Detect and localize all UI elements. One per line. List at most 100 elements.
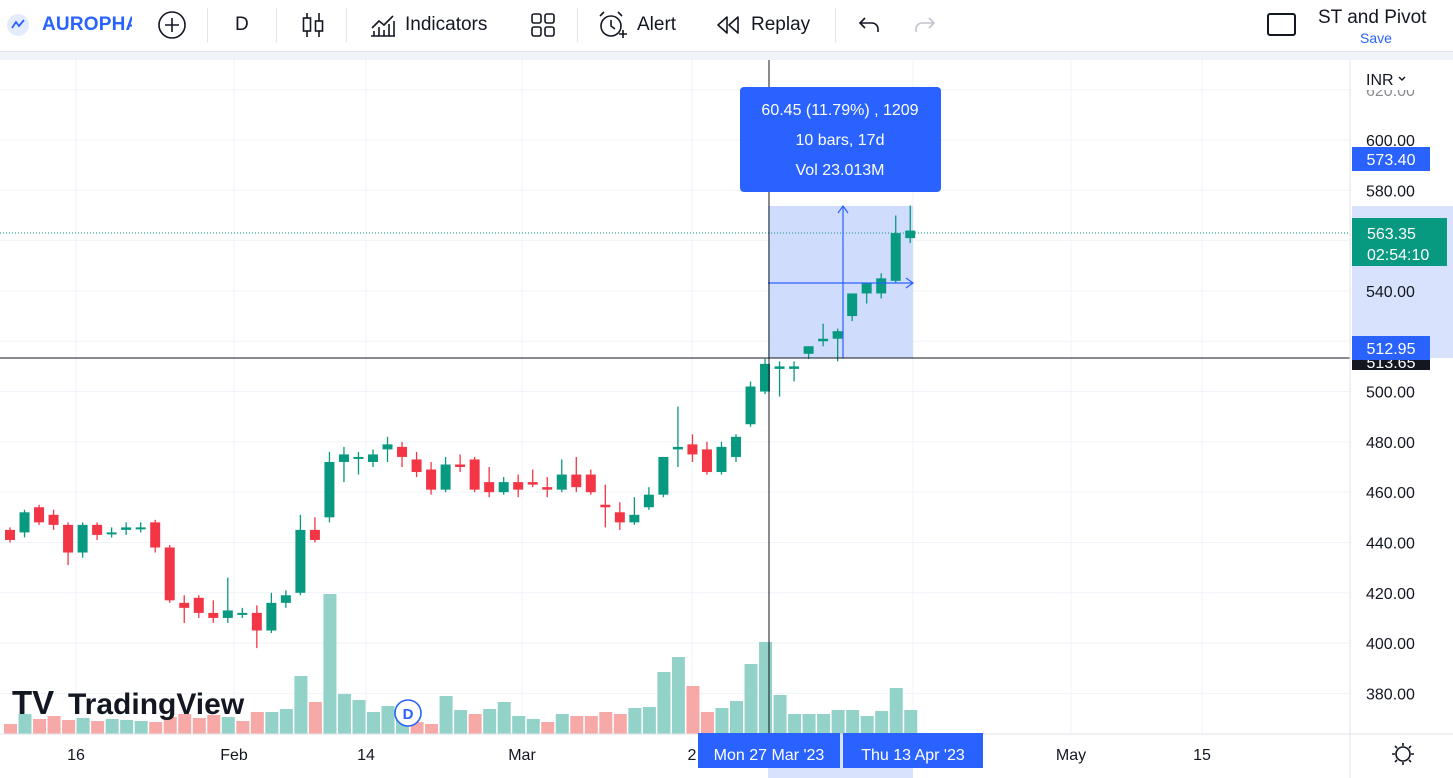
volume-bar (628, 708, 642, 734)
toolbar-divider (346, 8, 347, 42)
symbol-name: AUROPHA (42, 14, 132, 35)
candle-up (847, 293, 858, 317)
alert-button[interactable]: Alert (597, 0, 676, 50)
redo-button[interactable] (913, 0, 937, 50)
volume-bar (773, 695, 787, 734)
volume-bar (526, 719, 540, 734)
volume-bar (18, 714, 32, 734)
volume-bar (715, 708, 729, 734)
volume-bar (657, 672, 671, 734)
gear-teeth (1392, 743, 1414, 765)
add-symbol-icon (158, 11, 186, 39)
toolbar-divider (207, 8, 208, 42)
volume-bars (4, 594, 918, 734)
measure-high-badge (1352, 147, 1430, 171)
candle-down (208, 612, 219, 618)
candle-down (585, 474, 596, 493)
watermark: TV TradingView (12, 684, 245, 721)
top-toolbar: AUROPHA D Indicators (0, 0, 1453, 52)
candle-up (295, 529, 306, 593)
candle-down (251, 612, 262, 631)
symbol-search-button[interactable]: AUROPHA (6, 0, 132, 50)
chart-type-button[interactable] (300, 0, 326, 50)
candle-down (571, 474, 582, 488)
volume-bar (250, 712, 264, 734)
volume-bar (483, 709, 497, 734)
chevron-down-icon (1398, 76, 1406, 81)
undo-button[interactable] (857, 0, 881, 50)
currency-label[interactable]: INR (1366, 72, 1394, 89)
compare-symbol-button[interactable] (157, 0, 187, 50)
layout-icon[interactable] (1267, 13, 1296, 36)
volume-bar (454, 710, 468, 734)
candle-down (179, 602, 190, 608)
volume-bar (541, 722, 555, 734)
candle-up (324, 461, 335, 518)
price-tick-label: 400.00 (1366, 636, 1415, 653)
measure-arrowhead-up (837, 204, 849, 214)
candle-up (237, 612, 248, 615)
layout-name[interactable]: ST and Pivot (1318, 7, 1427, 28)
measure-end-badge (843, 733, 983, 768)
chart-settings-button[interactable] (1392, 743, 1414, 765)
price-tick-label: 600.00 (1366, 133, 1415, 150)
dividends-marker[interactable]: D (394, 699, 422, 727)
candle-down (426, 469, 437, 490)
volume-bar (120, 720, 134, 734)
candle-down (411, 459, 422, 473)
candlesticks (5, 205, 916, 649)
last-price-badge (1352, 218, 1447, 266)
volume-bar (425, 724, 439, 734)
replay-button[interactable]: Replay (715, 0, 810, 50)
indicators-button[interactable]: Indicators (369, 0, 487, 50)
alert-label: Alert (637, 14, 677, 35)
measure-end-label: Thu 13 Apr '23 (861, 747, 965, 764)
candle-up (643, 494, 654, 508)
candle-down (484, 482, 495, 493)
templates-button[interactable] (530, 0, 556, 50)
volume-bar (4, 724, 17, 734)
candle-up (876, 278, 887, 294)
alert-icon (599, 11, 627, 38)
candle-up (440, 464, 451, 490)
candle-down (600, 504, 611, 508)
measure-tooltip: 60.45 (11.79%) , 1209 10 bars, 17d Vol 2… (740, 87, 941, 192)
measure-start-badge (698, 733, 840, 768)
candle-up (19, 512, 30, 533)
volume-bar (265, 712, 279, 734)
interval-button[interactable]: D (235, 0, 249, 50)
candle-up (135, 527, 146, 530)
price-axis[interactable]: INR 620.00 (1366, 72, 1415, 100)
candle-up (498, 482, 509, 493)
time-tick: Mar (508, 747, 536, 764)
volume-bar (846, 710, 860, 734)
price-tick-label: 580.00 (1366, 183, 1415, 200)
volume-bar (62, 720, 76, 734)
volume-bar (730, 701, 743, 734)
time-axis[interactable]: 16 Feb 14 Mar 2 May 15 (67, 747, 1211, 764)
candle-down (193, 597, 204, 613)
time-tick: Feb (220, 747, 248, 764)
interval-label: D (235, 14, 249, 35)
candle-up (716, 446, 727, 473)
candle-down (34, 507, 45, 523)
undo-icon (858, 17, 879, 32)
candle-up (629, 514, 640, 523)
save-button[interactable]: Save (1360, 30, 1392, 46)
volume-bar (76, 718, 90, 734)
candle-up (280, 595, 291, 603)
volume-bar (439, 696, 453, 734)
toolbar-divider (577, 8, 578, 42)
replay-icon (717, 16, 739, 34)
candle-down (687, 444, 698, 455)
candle-up (832, 331, 843, 339)
volume-bar (788, 714, 802, 734)
tv-logo-mark: TV (12, 684, 54, 721)
price-tick-label: 380.00 (1366, 686, 1415, 703)
volume-bar (802, 714, 816, 734)
candle-down (92, 524, 103, 535)
gear-icon (1395, 746, 1411, 762)
candle-down (309, 529, 320, 540)
chart-area[interactable]: 60.45 (11.79%) , 1209 10 bars, 17d Vol 2… (0, 60, 1453, 778)
candle-up (338, 454, 349, 462)
